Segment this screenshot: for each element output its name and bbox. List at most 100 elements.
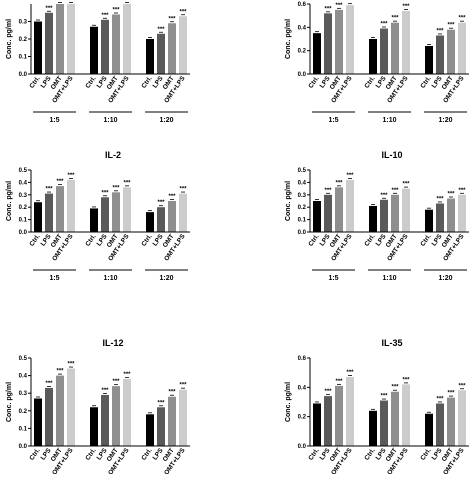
y-tick-label: 0.0 (19, 72, 28, 78)
panel-title: IL-35 (381, 338, 402, 348)
bar-lps-1-5 (324, 396, 332, 446)
category-label: Ctrl. (28, 447, 41, 462)
significance-stars: *** (67, 362, 75, 368)
bar-omt-1-10 (391, 22, 399, 75)
category-label: Ctrl. (363, 233, 376, 248)
significance-stars: *** (447, 23, 455, 29)
group-label: 1:20 (159, 275, 173, 282)
significance-stars: *** (402, 377, 410, 383)
group-label: 1:5 (328, 275, 338, 282)
y-tick-label: 0.3 (19, 391, 28, 397)
category-label: Ctrl. (419, 447, 432, 462)
bar-omt-1-10 (112, 14, 120, 74)
bar-omt-lps-1-10 (123, 187, 131, 232)
significance-stars: *** (436, 396, 444, 402)
bar-lps-1-5 (324, 194, 332, 232)
panel-title: IL-12 (102, 338, 123, 348)
group-label: 1:5 (328, 117, 338, 124)
bar-lps-1-20 (436, 35, 444, 74)
bar-lps-1-10 (380, 199, 388, 232)
significance-stars: *** (458, 16, 466, 22)
significance-stars: *** (45, 6, 53, 12)
significance-stars: *** (402, 4, 410, 10)
bar-omt-lps-1-5 (67, 179, 75, 232)
bar-omt-1-5 (56, 186, 64, 232)
bar-lps-1-5 (45, 387, 53, 446)
significance-stars: *** (101, 388, 109, 394)
bar-lps-1-10 (380, 28, 388, 74)
significance-stars: *** (380, 394, 388, 400)
category-label: Ctrl. (307, 75, 320, 90)
y-tick-label: 0.0 (298, 72, 307, 78)
y-tick-label: 0.4 (19, 180, 28, 186)
panel-title: IL-10 (381, 150, 402, 160)
bar-lps-1-5 (45, 12, 53, 74)
bar-omt-1-5 (56, 375, 64, 446)
significance-stars: *** (123, 372, 131, 378)
significance-stars: *** (335, 379, 343, 385)
bar-ctrl--1-5 (313, 33, 321, 74)
y-tick-label: 0.1 (19, 55, 28, 61)
bar-lps-1-5 (324, 13, 332, 75)
y-tick-label: 0.4 (298, 385, 307, 391)
y-tick-label: 0.3 (19, 193, 28, 199)
group-label: 1:20 (438, 275, 452, 282)
category-label: Ctrl. (28, 75, 41, 90)
y-tick-label: 0.6 (298, 2, 307, 8)
bar-ctrl--1-5 (34, 398, 42, 446)
group-label: 1:10 (103, 275, 117, 282)
bar-omt-lps-1-20 (458, 390, 466, 446)
bar-omt-1-20 (168, 201, 176, 232)
group-label: 1:10 (382, 275, 396, 282)
y-tick-label: 0.2 (19, 37, 28, 43)
bar-omt-1-20 (168, 23, 176, 74)
significance-stars: *** (45, 187, 53, 193)
category-label: Ctrl. (140, 447, 153, 462)
category-label: Ctrl. (84, 233, 97, 248)
bar-lps-1-20 (157, 407, 165, 446)
bar-ctrl--1-5 (313, 201, 321, 232)
bar-omt-1-10 (391, 391, 399, 446)
significance-stars: *** (56, 179, 64, 185)
bar-lps-1-10 (380, 400, 388, 446)
significance-stars: *** (380, 193, 388, 199)
group-label: 1:5 (49, 117, 59, 124)
category-label: Ctrl. (363, 447, 376, 462)
bar-omt-1-5 (56, 4, 64, 74)
bar-omt-lps-1-10 (402, 188, 410, 232)
panel-il-12: IL-12 0.0 0.1 0.2 0.3 0.4 0.5 Conc. pg/ml Ctrl. *… (6, 338, 190, 476)
bar-omt-1-20 (447, 29, 455, 75)
y-tick-label: 0.0 (19, 444, 28, 450)
y-axis-label: Conc. pg/ml (6, 382, 13, 422)
bar-omt-lps-1-10 (402, 384, 410, 446)
significance-stars: *** (391, 385, 399, 391)
significance-stars: *** (179, 383, 187, 389)
category-label: Ctrl. (419, 233, 432, 248)
significance-stars: *** (391, 16, 399, 22)
bar-omt-1-5 (335, 9, 343, 74)
y-tick-label: 0.4 (19, 374, 28, 380)
bar-omt-lps-1-10 (402, 11, 410, 74)
category-label: Ctrl. (419, 75, 432, 90)
category-label: Ctrl. (307, 233, 320, 248)
bar-omt-lps-1-5 (346, 5, 354, 75)
y-tick-label: 0.3 (19, 20, 28, 26)
bar-ctrl--1-20 (425, 46, 433, 74)
bar-ctrl--1-10 (369, 39, 377, 74)
bar-ctrl--1-20 (146, 39, 154, 74)
significance-stars: *** (324, 389, 332, 395)
significance-stars: *** (380, 22, 388, 28)
bar-omt-lps-1-5 (346, 377, 354, 446)
category-label: Ctrl. (140, 233, 153, 248)
bar-ctrl--1-10 (90, 208, 98, 232)
significance-stars: *** (45, 381, 53, 387)
y-tick-label: 0.0 (298, 230, 307, 236)
category-label: Ctrl. (307, 447, 320, 462)
bar-omt-1-5 (335, 187, 343, 232)
bar-omt-1-5 (335, 385, 343, 446)
significance-stars: *** (346, 173, 354, 179)
significance-stars: *** (168, 390, 176, 396)
